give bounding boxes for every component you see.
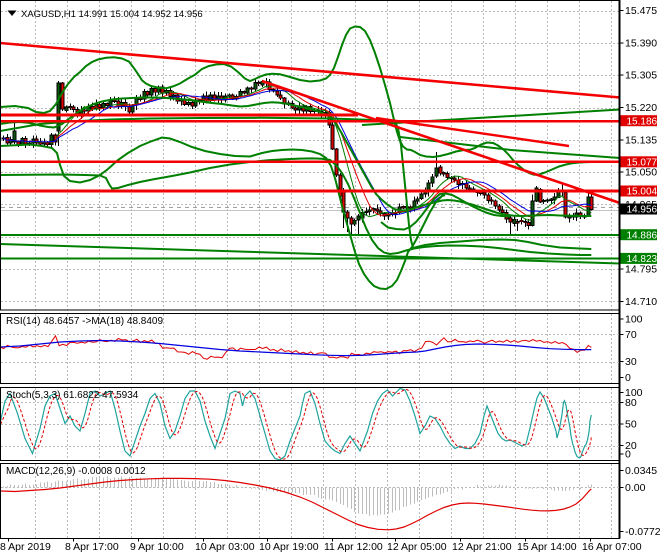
svg-text:RSI(14) 48.6457 ->MA(18) 48.8: RSI(14) 48.6457 ->MA(18) 48.8409 [6, 316, 163, 327]
svg-text:15.050: 15.050 [625, 167, 657, 179]
svg-text:14.956: 14.956 [627, 205, 658, 216]
svg-text:12 Apr 21:00: 12 Apr 21:00 [452, 541, 512, 553]
svg-text:Stoch(5,3,3) 61.6822 47.5934: Stoch(5,3,3) 61.6822 47.5934 [6, 390, 139, 401]
svg-text:15.077: 15.077 [627, 157, 658, 168]
svg-text:14.823: 14.823 [627, 254, 658, 265]
svg-text:10 Apr 03:00: 10 Apr 03:00 [195, 541, 255, 553]
svg-text:8 Apr 17:00: 8 Apr 17:00 [65, 541, 119, 553]
svg-text:10 Apr 19:00: 10 Apr 19:00 [259, 541, 319, 553]
svg-text:14.795: 14.795 [625, 264, 657, 276]
svg-text:12 Apr 05:00: 12 Apr 05:00 [387, 541, 447, 553]
svg-text:16 Apr 07:00: 16 Apr 07:00 [582, 541, 642, 553]
svg-text:9 Apr 10:00: 9 Apr 10:00 [130, 541, 184, 553]
svg-text:15.475: 15.475 [625, 5, 657, 17]
svg-text:70: 70 [625, 329, 637, 341]
svg-text:15.390: 15.390 [625, 37, 657, 49]
svg-text:15 Apr 14:00: 15 Apr 14:00 [517, 541, 577, 553]
svg-text:0: 0 [625, 449, 631, 461]
svg-text:11 Apr 12:00: 11 Apr 12:00 [324, 541, 383, 553]
svg-text:-0.0772: -0.0772 [625, 526, 660, 538]
svg-text:30: 30 [625, 356, 637, 368]
svg-text:15.220: 15.220 [625, 102, 657, 114]
svg-text:15.186: 15.186 [627, 116, 658, 127]
svg-text:14.710: 14.710 [625, 296, 657, 308]
svg-text:0.00: 0.00 [625, 482, 646, 494]
svg-text:15.135: 15.135 [625, 134, 657, 146]
svg-text:100: 100 [625, 387, 643, 399]
svg-text:80: 80 [625, 397, 637, 409]
svg-text:0.0345: 0.0345 [625, 465, 657, 477]
svg-text:15.004: 15.004 [627, 187, 658, 198]
svg-text:XAGUSD,H1 14.991 15.004 14.95: XAGUSD,H1 14.991 15.004 14.952 14.956 [21, 9, 203, 20]
svg-text:20: 20 [625, 440, 637, 452]
svg-text:8 Apr 2019: 8 Apr 2019 [0, 541, 51, 553]
svg-text:15.305: 15.305 [625, 70, 657, 82]
svg-text:MACD(12,26,9) -0.0008 0.0012: MACD(12,26,9) -0.0008 0.0012 [6, 466, 146, 477]
svg-text:50: 50 [625, 418, 637, 430]
svg-text:100: 100 [625, 314, 643, 326]
svg-text:14.886: 14.886 [627, 230, 658, 241]
svg-text:0: 0 [625, 372, 631, 384]
